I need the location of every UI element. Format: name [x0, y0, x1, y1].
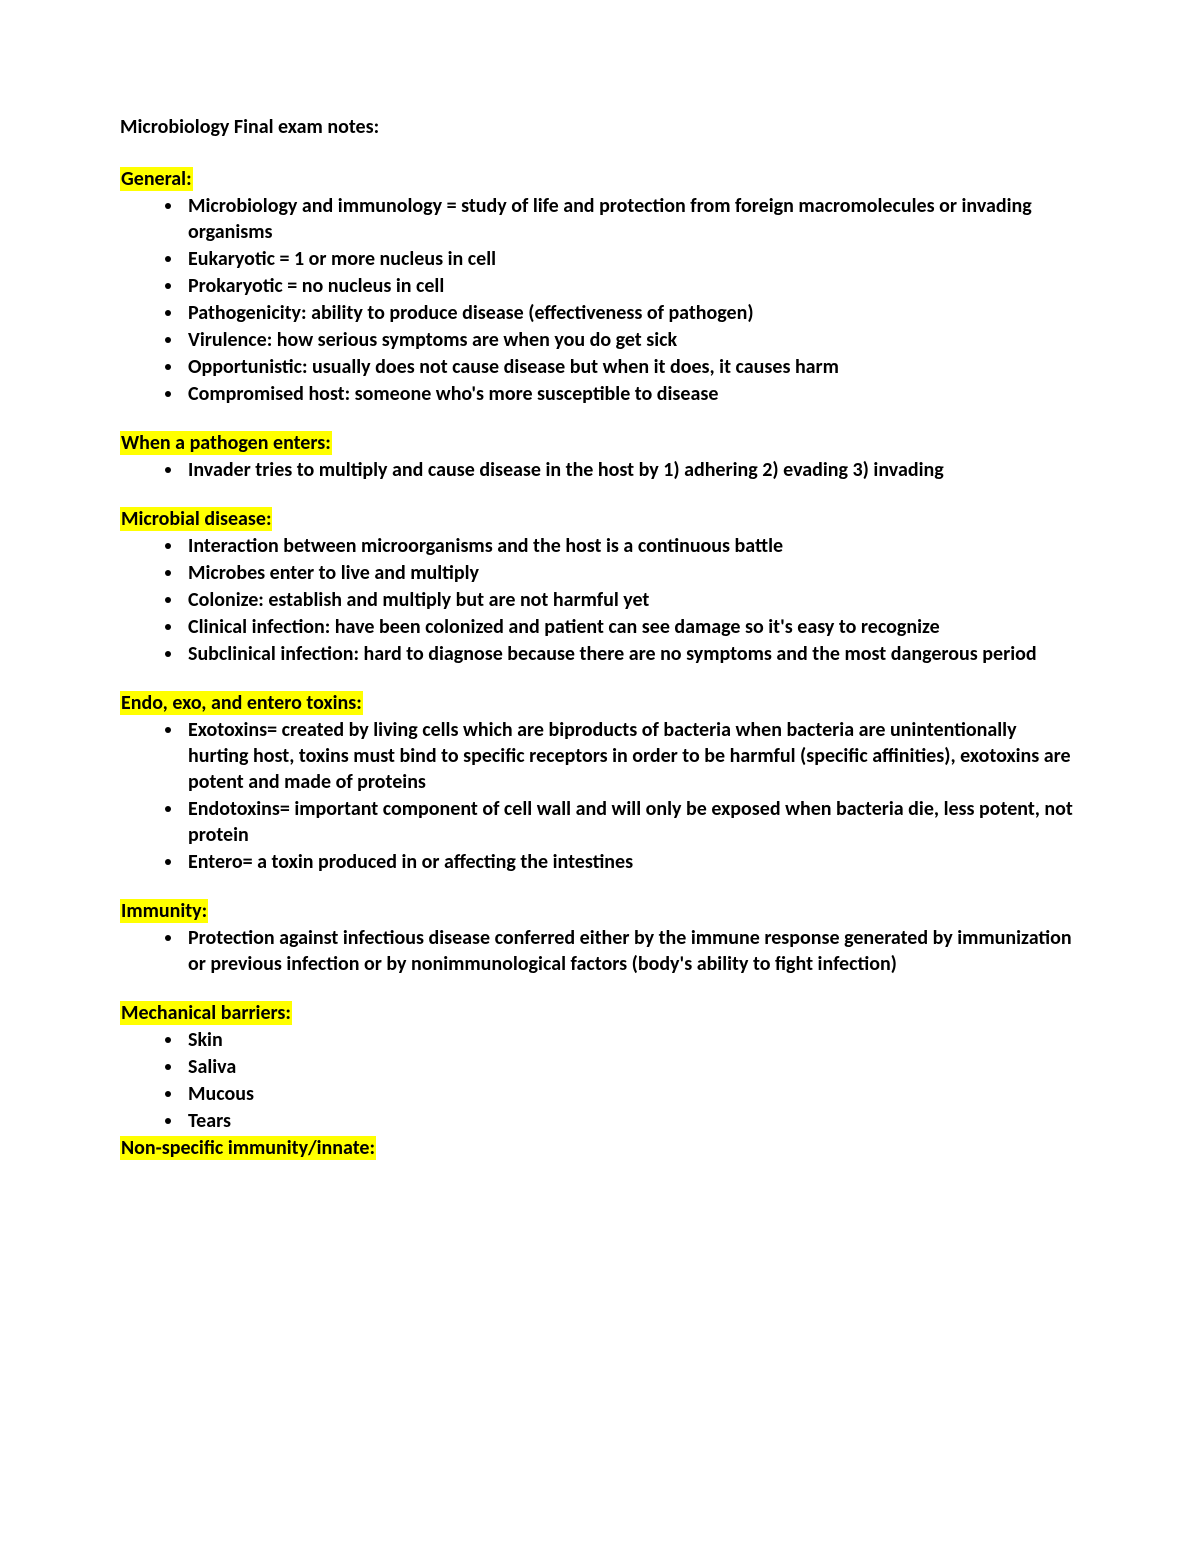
bullet-list: Protection against infectious disease co…	[120, 925, 1080, 977]
list-item: Microbes enter to live and multiply	[184, 560, 1080, 586]
bullet-list: Invader tries to multiply and cause dise…	[120, 457, 1080, 483]
list-item: Opportunistic: usually does not cause di…	[184, 354, 1080, 380]
page-title: Microbiology Final exam notes:	[120, 115, 1080, 139]
section-heading: Microbial disease:	[120, 507, 272, 531]
section-immunity: Immunity: Protection against infectious …	[120, 899, 1080, 977]
bullet-list: Interaction between microorganisms and t…	[120, 533, 1080, 667]
list-item: Compromised host: someone who's more sus…	[184, 381, 1080, 407]
section-general: General: Microbiology and immunology = s…	[120, 167, 1080, 407]
list-item: Entero= a toxin produced in or affecting…	[184, 849, 1080, 875]
list-item: Microbiology and immunology = study of l…	[184, 193, 1080, 245]
section-heading: Mechanical barriers:	[120, 1001, 292, 1025]
list-item: Saliva	[184, 1054, 1080, 1080]
list-item: Interaction between microorganisms and t…	[184, 533, 1080, 559]
section-heading: Non-specific immunity/innate:	[120, 1136, 376, 1160]
list-item: Exotoxins= created by living cells which…	[184, 717, 1080, 795]
section-heading: Endo, exo, and entero toxins:	[120, 691, 363, 715]
section-heading: When a pathogen enters:	[120, 431, 332, 455]
list-item: Endotoxins= important component of cell …	[184, 796, 1080, 848]
section-heading: Immunity:	[120, 899, 208, 923]
bullet-list: Skin Saliva Mucous Tears	[120, 1027, 1080, 1134]
list-item: Prokaryotic = no nucleus in cell	[184, 273, 1080, 299]
list-item: Tears	[184, 1108, 1080, 1134]
bullet-list: Exotoxins= created by living cells which…	[120, 717, 1080, 875]
list-item: Mucous	[184, 1081, 1080, 1107]
list-item: Invader tries to multiply and cause dise…	[184, 457, 1080, 483]
section-non-specific-immunity: Non-specific immunity/innate:	[120, 1136, 1080, 1160]
section-microbial-disease: Microbial disease: Interaction between m…	[120, 507, 1080, 667]
section-mechanical-barriers: Mechanical barriers: Skin Saliva Mucous …	[120, 1001, 1080, 1134]
list-item: Eukaryotic = 1 or more nucleus in cell	[184, 246, 1080, 272]
list-item: Subclinical infection: hard to diagnose …	[184, 641, 1080, 667]
section-toxins: Endo, exo, and entero toxins: Exotoxins=…	[120, 691, 1080, 875]
list-item: Protection against infectious disease co…	[184, 925, 1080, 977]
section-heading: General:	[120, 167, 193, 191]
section-pathogen-enters: When a pathogen enters: Invader tries to…	[120, 431, 1080, 483]
bullet-list: Microbiology and immunology = study of l…	[120, 193, 1080, 407]
document-page: Microbiology Final exam notes: General: …	[0, 0, 1200, 1220]
list-item: Clinical infection: have been colonized …	[184, 614, 1080, 640]
list-item: Virulence: how serious symptoms are when…	[184, 327, 1080, 353]
list-item: Pathogenicity: ability to produce diseas…	[184, 300, 1080, 326]
list-item: Colonize: establish and multiply but are…	[184, 587, 1080, 613]
list-item: Skin	[184, 1027, 1080, 1053]
